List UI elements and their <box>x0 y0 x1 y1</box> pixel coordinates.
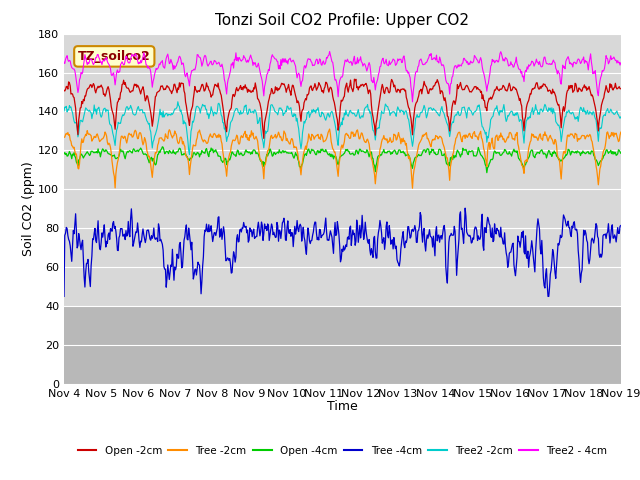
X-axis label: Time: Time <box>327 400 358 413</box>
Bar <box>64 306 621 384</box>
Y-axis label: Soil CO2 (ppm): Soil CO2 (ppm) <box>22 161 35 256</box>
Title: Tonzi Soil CO2 Profile: Upper CO2: Tonzi Soil CO2 Profile: Upper CO2 <box>216 13 469 28</box>
Legend: Open -2cm, Tree -2cm, Open -4cm, Tree -4cm, Tree2 -2cm, Tree2 - 4cm: Open -2cm, Tree -2cm, Open -4cm, Tree -4… <box>74 442 611 460</box>
Text: TZ_soilco2: TZ_soilco2 <box>78 50 150 63</box>
